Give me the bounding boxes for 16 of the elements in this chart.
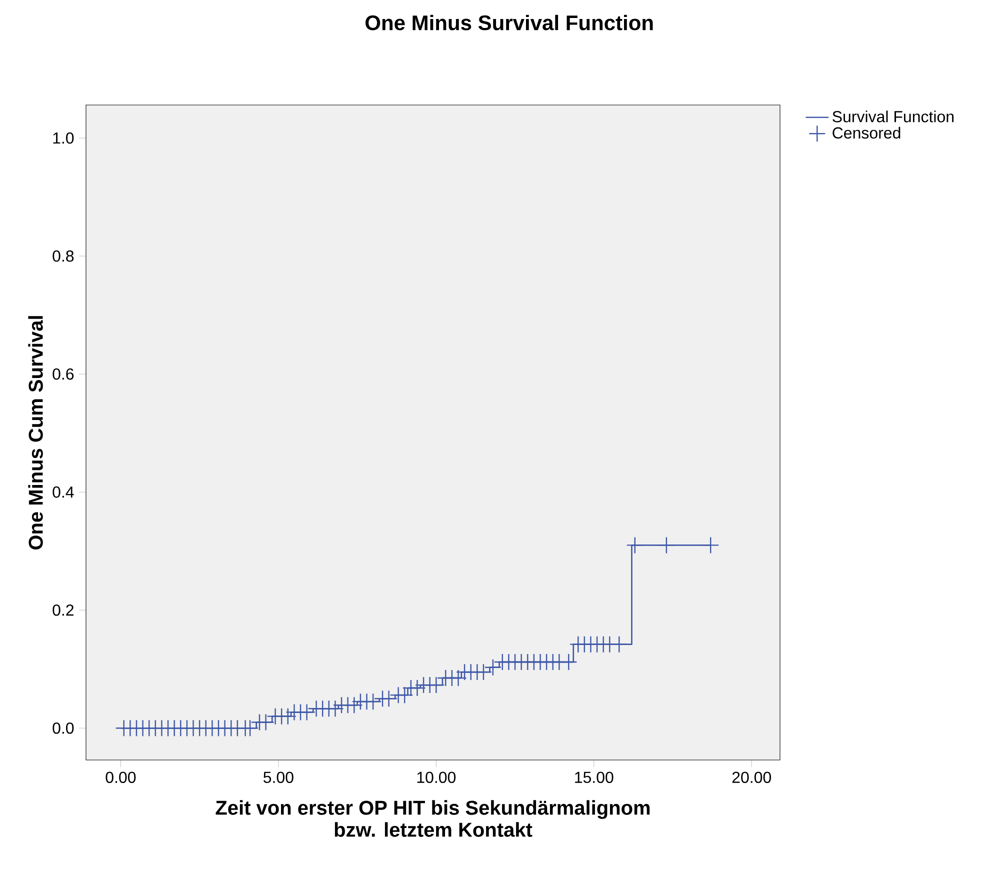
x-tick-label: 5.00	[264, 772, 294, 784]
y-tick-label: 0.8	[52, 250, 74, 262]
x-axis-title: Zeit von erster OP HIT bis Sekundärmalignom bzw. letztem Kontakt	[216, 800, 650, 837]
y-tick-label: 0.4	[52, 486, 74, 498]
legend-label: Survival Function	[832, 110, 954, 122]
y-tick-label: 0.2	[52, 604, 74, 616]
y-tick-label: 0.0	[52, 722, 74, 734]
y-tick-label: 0.6	[52, 368, 74, 380]
legend-label: Censored	[832, 126, 900, 139]
x-tick-label: 20.00	[732, 772, 772, 784]
x-tick-label: 10.00	[417, 772, 456, 784]
y-tick-label: 1.0	[53, 132, 74, 144]
y-axis-title: One Minus Cum Survival	[28, 316, 43, 550]
x-tick-label: 0.00	[106, 772, 136, 784]
x-tick-label: 15.00	[575, 772, 614, 784]
chart-title: One Minus Survival Function	[366, 14, 653, 30]
